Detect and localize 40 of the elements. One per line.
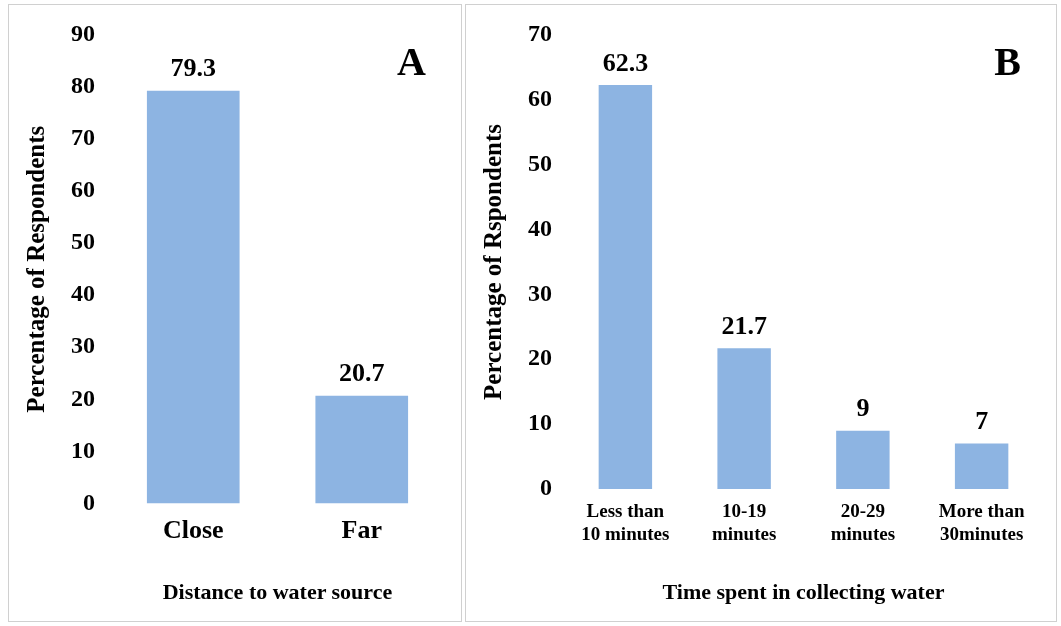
y-tick-label: 40 bbox=[528, 214, 552, 241]
data-label: 20.7 bbox=[339, 358, 385, 388]
data-label: 62.3 bbox=[602, 47, 649, 77]
x-axis-title: Time spent in collecting water bbox=[662, 579, 945, 605]
data-label: 21.7 bbox=[721, 310, 767, 340]
x-tick-label: More than 30minutes bbox=[938, 500, 1025, 545]
y-tick-label: 10 bbox=[71, 436, 95, 463]
y-tick-label: 70 bbox=[528, 20, 552, 47]
x-tick-label: 20-29 minutes bbox=[830, 500, 896, 545]
y-tick-label: 20 bbox=[528, 344, 552, 371]
y-tick-label: 80 bbox=[71, 72, 95, 99]
y-axis-title: Percentage of Respondents bbox=[22, 125, 50, 413]
x-tick-label: Close bbox=[162, 514, 224, 544]
y-axis-title: Percentage of Rspondents bbox=[479, 123, 507, 400]
bar bbox=[954, 443, 1009, 489]
data-label: 7 bbox=[975, 406, 989, 436]
y-tick-label: 60 bbox=[71, 176, 95, 203]
x-tick-label: Less than 10 minutes bbox=[581, 500, 670, 545]
y-tick-label: 40 bbox=[71, 280, 95, 307]
bar bbox=[836, 430, 890, 489]
bar bbox=[598, 84, 653, 489]
y-tick-label: 90 bbox=[71, 20, 95, 47]
y-tick-label: 30 bbox=[528, 279, 552, 306]
y-tick-label: 70 bbox=[71, 124, 95, 151]
data-label: 9 bbox=[856, 393, 870, 423]
y-tick-label: 60 bbox=[528, 85, 552, 112]
bar bbox=[717, 348, 771, 489]
y-tick-label: 0 bbox=[540, 474, 552, 501]
y-tick-label: 30 bbox=[71, 332, 95, 359]
y-tick-label: 50 bbox=[528, 149, 552, 176]
data-label: 79.3 bbox=[170, 53, 216, 83]
annotation: A bbox=[397, 39, 427, 85]
x-tick-label: Far bbox=[341, 514, 382, 544]
annotation: B bbox=[994, 39, 1021, 85]
y-tick-label: 20 bbox=[71, 384, 95, 411]
x-axis-title: Distance to water source bbox=[162, 579, 393, 605]
y-tick-label: 0 bbox=[83, 488, 95, 515]
y-tick-label: 50 bbox=[71, 228, 95, 255]
y-tick-label: 10 bbox=[528, 409, 552, 436]
x-tick-label: 10-19 minutes bbox=[711, 500, 777, 545]
